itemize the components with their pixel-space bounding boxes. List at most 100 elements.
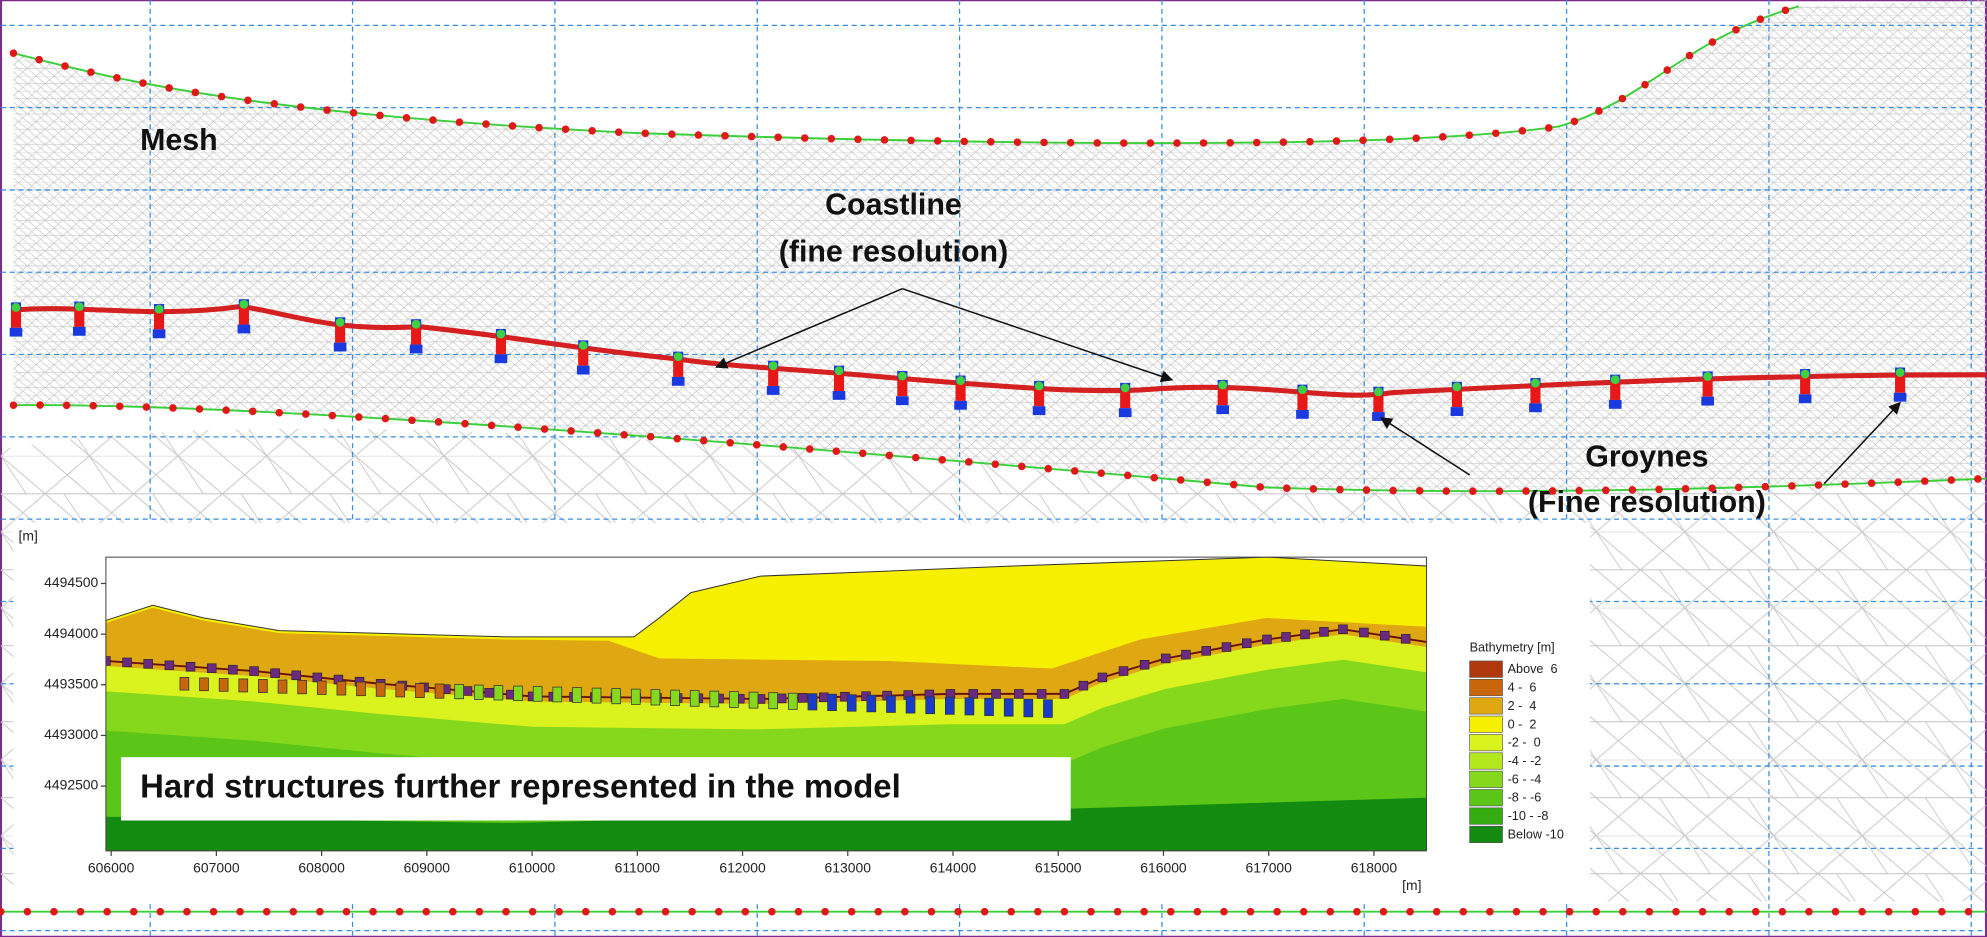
x-tick-label: 616000 (1140, 859, 1187, 875)
boundary-node (139, 79, 147, 87)
groyne (334, 343, 347, 352)
groyne-node (239, 300, 248, 309)
groyne (672, 377, 685, 386)
groyne (1800, 377, 1810, 395)
boundary-node (541, 425, 549, 433)
groyne (1119, 408, 1132, 417)
groyne (1530, 386, 1540, 404)
groyne-node (579, 341, 588, 350)
groyne (1216, 405, 1229, 414)
boundary-node (1459, 908, 1467, 916)
boundary-node (1034, 908, 1042, 916)
groyne (1609, 400, 1622, 409)
boundary-node (509, 122, 517, 130)
boundary-node (1336, 486, 1344, 494)
boundary-node (1549, 487, 1557, 495)
boundary-node (1018, 463, 1026, 471)
mesh-view: Mesh Coastline (fine resolution) Groynes… (0, 0, 1987, 937)
structure (1079, 681, 1088, 690)
boundary-node (192, 89, 200, 97)
boundary-node (1545, 124, 1553, 132)
structure (969, 689, 978, 698)
legend-label: -10 - -8 (1508, 809, 1549, 823)
groyne (954, 401, 967, 410)
structure (165, 661, 174, 670)
x-tick-label: 607000 (193, 859, 240, 875)
boundary-node (907, 137, 915, 145)
boundary-node (1885, 908, 1893, 916)
boundary-node (1230, 481, 1238, 489)
boundary-node (991, 460, 999, 468)
boundary-node (801, 134, 809, 142)
groyne (1703, 379, 1713, 397)
groyne-marker (317, 681, 326, 694)
boundary-node (222, 406, 230, 414)
boundary-node (1663, 66, 1671, 74)
boundary-node (821, 908, 829, 916)
boundary-node (1513, 908, 1521, 916)
boundary-node (476, 908, 484, 916)
boundary-node (1114, 908, 1122, 916)
boundary-node (514, 423, 522, 431)
groyne (956, 383, 966, 401)
groyne-marker (337, 681, 346, 695)
groyne-marker (945, 697, 954, 714)
boundary-node (1353, 908, 1361, 916)
boundary-node (249, 408, 257, 416)
boundary-node (1071, 467, 1079, 475)
boundary-node (832, 447, 840, 455)
boundary-node (874, 908, 882, 916)
groyne-marker (219, 678, 228, 691)
groyne (153, 329, 166, 338)
boundary-node (103, 908, 111, 916)
groyne (1610, 382, 1620, 400)
groyne (74, 309, 84, 327)
groyne-marker (533, 687, 542, 702)
x-axis-label: [m] (1402, 877, 1421, 893)
boundary-node (143, 403, 151, 411)
groyne (411, 327, 421, 345)
boundary-node (130, 908, 138, 916)
structure (1320, 627, 1329, 636)
legend-label: 4 - 6 (1508, 681, 1537, 695)
legend-label: -6 - -4 (1508, 772, 1542, 786)
boundary-node (1097, 469, 1105, 477)
boundary-node (779, 443, 787, 451)
legend-label: 2 - 4 (1508, 699, 1537, 713)
groyne-marker (749, 692, 758, 708)
boundary-node (1641, 81, 1649, 89)
boundary-node (1333, 137, 1341, 145)
groyne (496, 337, 506, 355)
groyne-marker (828, 694, 837, 710)
boundary-node (588, 127, 596, 135)
y-tick-label: 4494000 (44, 625, 98, 641)
boundary-node (1571, 118, 1579, 126)
groyne (1799, 394, 1812, 403)
legend-swatch (1470, 771, 1503, 787)
legend-label: 0 - 2 (1508, 717, 1537, 731)
boundary-node (10, 49, 18, 57)
boundary-node (912, 454, 920, 462)
groyne-marker (671, 690, 680, 705)
groyne-marker (494, 686, 503, 700)
structure (250, 667, 259, 676)
structure (1140, 660, 1149, 669)
boundary-node (1177, 476, 1185, 484)
groyne (1296, 410, 1309, 419)
groyne (238, 325, 251, 334)
groyne-marker (729, 692, 738, 708)
x-tick-label: 614000 (930, 859, 977, 875)
groyne-node (1035, 382, 1044, 391)
groyne (1894, 393, 1907, 402)
structure (207, 664, 216, 673)
boundary-node (582, 908, 590, 916)
boundary-node (183, 908, 191, 916)
boundary-node (422, 908, 430, 916)
groyne-marker (769, 693, 778, 709)
groyne-marker (278, 680, 287, 693)
boundary-node (1686, 52, 1694, 60)
boundary-node (1699, 908, 1707, 916)
boundary-node (1300, 908, 1308, 916)
groyne-marker (180, 677, 189, 690)
boundary-node (329, 412, 337, 420)
